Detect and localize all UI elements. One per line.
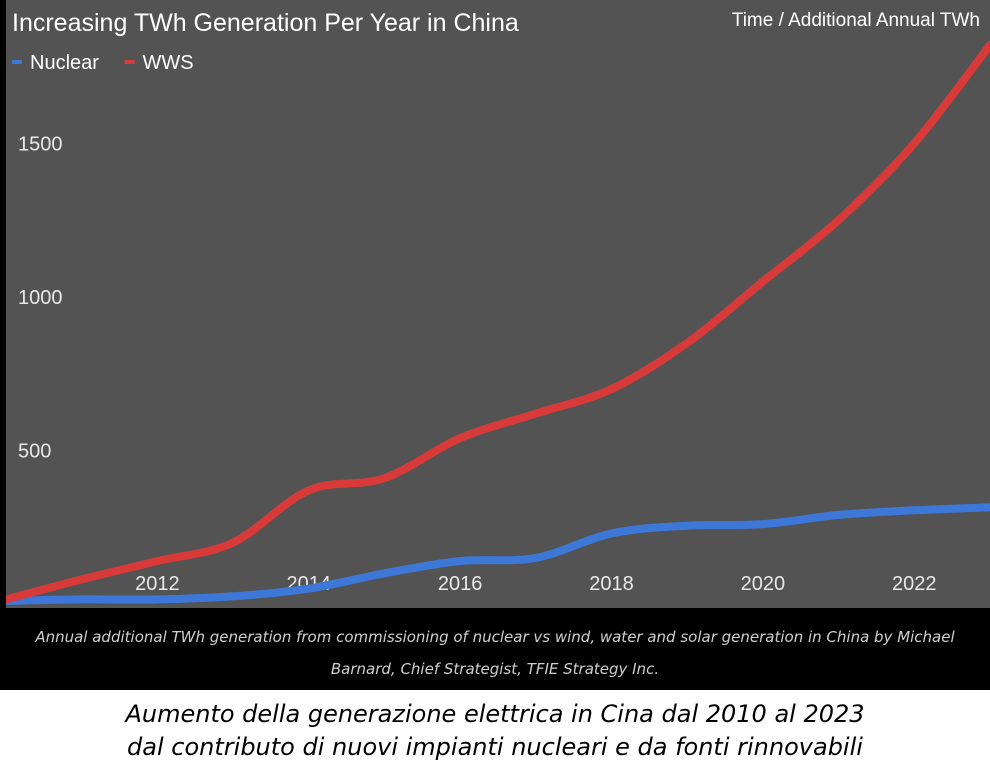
figure-caption-line-2: dal contributo di nuovi impianti nuclear… xyxy=(127,733,863,761)
figure-caption-line-1: Aumento della generazione elettrica in C… xyxy=(125,700,865,728)
series-line-nuclear xyxy=(6,503,990,605)
line-chart: Increasing TWh Generation Per Year in Ch… xyxy=(6,9,990,605)
series-line-wws xyxy=(6,41,990,604)
chart-title: Increasing TWh Generation Per Year in Ch… xyxy=(12,9,519,37)
chart-credit-line-1: Annual additional TWh generation from co… xyxy=(35,628,955,646)
x-tick-label: 2022 xyxy=(892,573,937,595)
legend-label: Nuclear xyxy=(30,52,99,74)
chart-figure: Increasing TWh Generation Per Year in Ch… xyxy=(0,0,990,690)
legend-label: WWS xyxy=(143,52,194,74)
legend: Nuclear WWS xyxy=(12,52,194,74)
axis-units-label: Time / Additional Annual TWh xyxy=(732,10,980,31)
plot-panel: Increasing TWh Generation Per Year in Ch… xyxy=(6,0,990,608)
series-lines xyxy=(6,41,990,605)
y-axis-ticks: 500 1000 1500 xyxy=(18,133,63,462)
x-tick-label: 2020 xyxy=(741,573,786,595)
x-tick-label: 2016 xyxy=(438,573,483,595)
x-tick-label: 2018 xyxy=(589,573,634,595)
y-tick-label: 1500 xyxy=(18,133,63,155)
y-tick-label: 1000 xyxy=(18,287,63,309)
x-tick-label: 2012 xyxy=(135,573,180,595)
chart-credit-line-2: Barnard, Chief Strategist, TFIE Strategy… xyxy=(330,660,660,678)
y-tick-label: 500 xyxy=(18,440,51,462)
